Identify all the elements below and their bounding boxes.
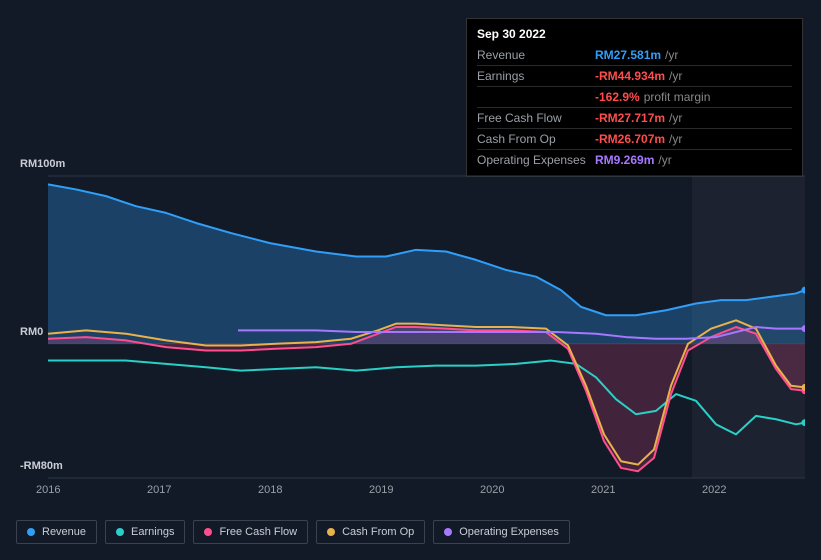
tooltip-row-suffix: /yr [665, 46, 678, 64]
financial-chart: RM100m RM0 -RM80m 2016 2017 2018 2019 2020 20… [16, 158, 805, 503]
legend-item[interactable]: Cash From Op [316, 520, 425, 544]
tooltip-row-value: -RM26.707m [595, 130, 665, 148]
tooltip-row: Earnings-RM44.934m/yr [477, 65, 792, 86]
legend-dot-icon [204, 528, 212, 536]
chart-legend: Revenue Earnings Free Cash Flow Cash From O… [16, 520, 570, 544]
tooltip-row-suffix: profit margin [644, 88, 711, 106]
tooltip-date: Sep 30 2022 [477, 25, 792, 43]
tooltip-row: -162.9%profit margin [477, 86, 792, 107]
y-axis-label-top: RM100m [20, 158, 65, 170]
tooltip-row-label: Cash From Op [477, 130, 595, 148]
tooltip-row-suffix: /yr [669, 109, 682, 127]
legend-label: Operating Expenses [459, 526, 559, 538]
tooltip-row-label: Revenue [477, 46, 595, 64]
tooltip-row-label: Earnings [477, 67, 595, 85]
chart-tooltip: Sep 30 2022 RevenueRM27.581m/yrEarnings-… [466, 18, 803, 177]
legend-item[interactable]: Free Cash Flow [193, 520, 308, 544]
tooltip-row-value: -RM44.934m [595, 67, 665, 85]
tooltip-row-suffix: /yr [669, 67, 682, 85]
x-axis-tick: 2018 [258, 484, 282, 496]
x-axis-tick: 2022 [702, 484, 726, 496]
tooltip-rows: RevenueRM27.581m/yrEarnings-RM44.934m/yr… [477, 45, 792, 170]
tooltip-row: Cash From Op-RM26.707m/yr [477, 128, 792, 149]
legend-dot-icon [27, 528, 35, 536]
y-axis-label-bot: -RM80m [20, 460, 63, 472]
legend-dot-icon [327, 528, 335, 536]
legend-item[interactable]: Operating Expenses [433, 520, 570, 544]
tooltip-row-value: -162.9% [595, 88, 640, 106]
legend-item[interactable]: Revenue [16, 520, 97, 544]
x-axis-tick: 2019 [369, 484, 393, 496]
tooltip-row-value: RM27.581m [595, 46, 661, 64]
x-axis-tick: 2021 [591, 484, 615, 496]
legend-label: Revenue [42, 526, 86, 538]
legend-item[interactable]: Earnings [105, 520, 185, 544]
x-axis-tick: 2017 [147, 484, 171, 496]
tooltip-row-label [477, 88, 595, 106]
tooltip-row: Free Cash Flow-RM27.717m/yr [477, 107, 792, 128]
chart-plot [16, 158, 805, 498]
legend-label: Cash From Op [342, 526, 414, 538]
legend-label: Earnings [131, 526, 174, 538]
tooltip-row-suffix: /yr [669, 130, 682, 148]
tooltip-row-label: Free Cash Flow [477, 109, 595, 127]
x-axis-tick: 2020 [480, 484, 504, 496]
legend-dot-icon [444, 528, 452, 536]
tooltip-row-value: -RM27.717m [595, 109, 665, 127]
tooltip-row: RevenueRM27.581m/yr [477, 45, 792, 65]
y-axis-label-zero: RM0 [20, 326, 43, 338]
legend-dot-icon [116, 528, 124, 536]
legend-label: Free Cash Flow [219, 526, 297, 538]
x-axis-tick: 2016 [36, 484, 60, 496]
